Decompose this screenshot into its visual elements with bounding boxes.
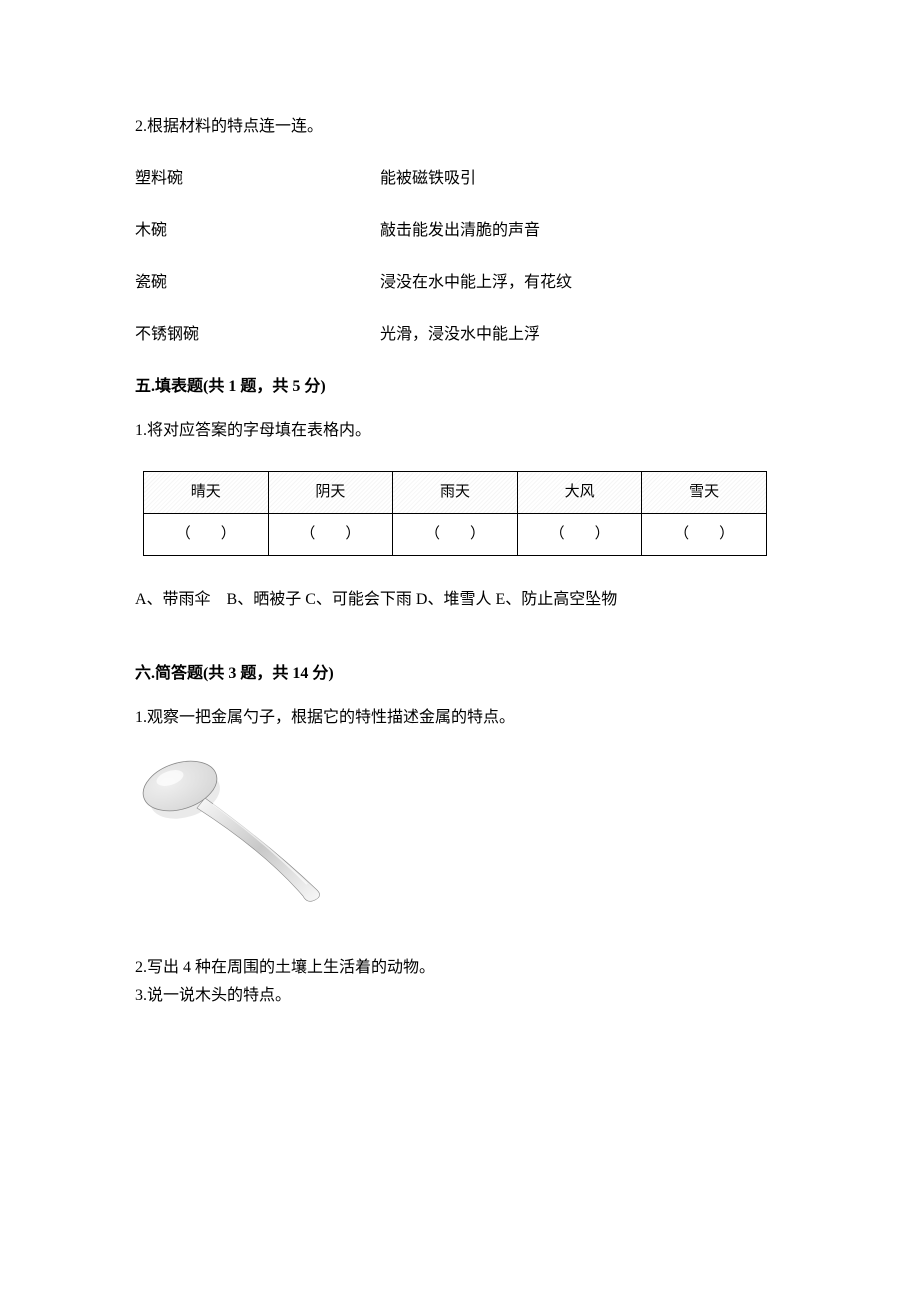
match-left-item: 瓷碗 <box>135 271 380 295</box>
match-row: 木碗 敲击能发出清脆的声音 <box>135 219 785 243</box>
table-header-cell: 雪天 <box>642 472 767 514</box>
match-left-item: 木碗 <box>135 219 380 243</box>
section6-q3: 3.说一说木头的特点。 <box>135 984 785 1008</box>
spoon-image <box>135 750 785 918</box>
match-row: 不锈钢碗 光滑，浸没水中能上浮 <box>135 323 785 347</box>
table-row: （ ） （ ） （ ） （ ） （ ） <box>144 514 767 556</box>
section5-heading: 五.填表题(共 1 题，共 5 分) <box>135 375 785 399</box>
section6-heading: 六.简答题(共 3 题，共 14 分) <box>135 662 785 686</box>
match-right-item: 能被磁铁吸引 <box>380 167 785 191</box>
match-left-item: 不锈钢碗 <box>135 323 380 347</box>
match-right-item: 浸没在水中能上浮，有花纹 <box>380 271 785 295</box>
table-blank-cell: （ ） <box>268 514 393 556</box>
table-header-cell: 阴天 <box>268 472 393 514</box>
spoon-icon <box>135 750 345 910</box>
weather-table: 晴天 阴天 雨天 大风 雪天 （ ） （ ） （ ） （ ） （ ） <box>143 471 767 556</box>
match-right-item: 敲击能发出清脆的声音 <box>380 219 785 243</box>
match-left-item: 塑料碗 <box>135 167 380 191</box>
table-blank-cell: （ ） <box>393 514 518 556</box>
section6-q1: 1.观察一把金属勺子，根据它的特性描述金属的特点。 <box>135 706 785 730</box>
options-line: A、带雨伞 B、晒被子 C、可能会下雨 D、堆雪人 E、防止高空坠物 <box>135 588 785 612</box>
match-row: 塑料碗 能被磁铁吸引 <box>135 167 785 191</box>
match-right-item: 光滑，浸没水中能上浮 <box>380 323 785 347</box>
section6-q2: 2.写出 4 种在周围的土壤上生活着的动物。 <box>135 956 785 980</box>
table-blank-cell: （ ） <box>517 514 642 556</box>
table-blank-cell: （ ） <box>144 514 269 556</box>
section5-q1-prompt: 1.将对应答案的字母填在表格内。 <box>135 419 785 443</box>
match-row: 瓷碗 浸没在水中能上浮，有花纹 <box>135 271 785 295</box>
table-header-cell: 大风 <box>517 472 642 514</box>
table-header-cell: 雨天 <box>393 472 518 514</box>
table-header-cell: 晴天 <box>144 472 269 514</box>
table-blank-cell: （ ） <box>642 514 767 556</box>
table-row: 晴天 阴天 雨天 大风 雪天 <box>144 472 767 514</box>
q2-prompt: 2.根据材料的特点连一连。 <box>135 115 785 139</box>
